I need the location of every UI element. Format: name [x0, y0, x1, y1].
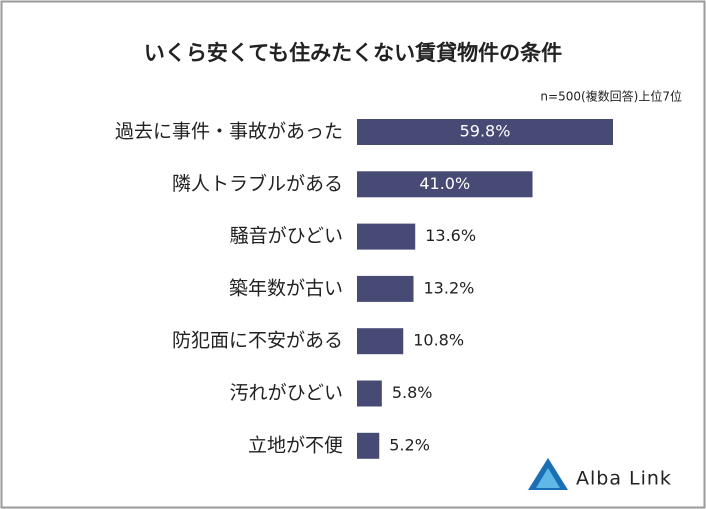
value-label: 13.2%	[424, 278, 475, 297]
category-label: 築年数が古い	[229, 277, 343, 299]
category-label: 過去に事件・事故があった	[115, 121, 343, 143]
category-label: 立地が不便	[248, 434, 343, 456]
value-label: 13.6%	[425, 226, 476, 245]
category-label: 防犯面に不安がある	[172, 330, 343, 352]
value-label: 5.8%	[392, 383, 433, 402]
category-label: 隣人トラブルがある	[172, 172, 343, 195]
category-label: 騒音がひどい	[230, 225, 343, 247]
bar	[357, 328, 404, 355]
logo-icon-inner	[536, 468, 560, 488]
bar	[357, 223, 416, 250]
brand-name: Alba Link	[576, 468, 672, 490]
brand-logo: Alba Link	[528, 458, 672, 490]
category-label: 汚れがひどい	[230, 382, 343, 404]
value-label: 41.0%	[419, 174, 470, 193]
bar	[357, 380, 382, 407]
value-label: 5.2%	[389, 435, 430, 454]
chart-subtitle: n=500(複数回答)上位7位	[540, 89, 682, 104]
bar	[357, 119, 613, 145]
chart-title: いくら安くても住みたくない賃貸物件の条件	[144, 41, 562, 65]
value-label: 59.8%	[460, 122, 511, 141]
bar	[357, 432, 380, 459]
bar	[357, 275, 414, 302]
bar	[357, 171, 533, 198]
value-label: 10.8%	[413, 331, 464, 350]
